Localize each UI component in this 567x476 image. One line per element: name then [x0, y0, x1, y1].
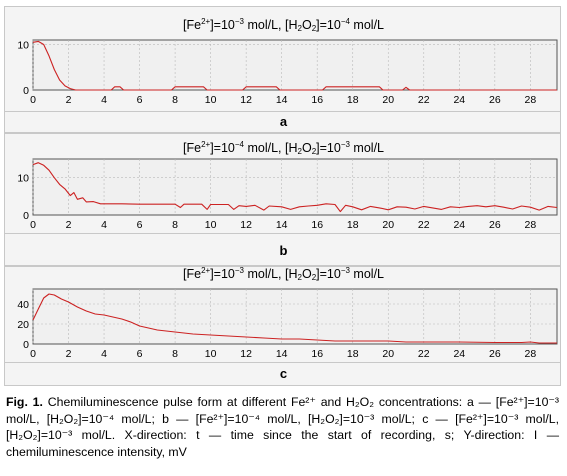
- panel-b-divider: [4, 233, 561, 234]
- x-tick-label: 14: [276, 348, 288, 360]
- caption-text: Chemiluminescence pulse form at differen…: [6, 395, 559, 459]
- x-tick-label: 26: [489, 94, 501, 106]
- x-tick-label: 18: [347, 219, 359, 231]
- plot-area-b: [32, 158, 558, 216]
- series-line-b: [32, 162, 558, 213]
- panel-b-letter: b: [279, 243, 288, 258]
- panel-c-divider: [4, 362, 561, 363]
- x-tick-label: 14: [276, 219, 288, 231]
- plot-area-c: [32, 288, 558, 345]
- x-tick-label: 4: [101, 348, 107, 360]
- x-tick-label: 16: [311, 219, 323, 231]
- caption-label: Fig. 1.: [6, 395, 43, 409]
- x-tick-label: 16: [311, 348, 323, 360]
- x-tick-label: 12: [240, 94, 252, 106]
- x-tick-label: 16: [311, 94, 323, 106]
- panel-b-title: [Fe2+]=10−4 mol/L, [H2O2]=10−3 mol/L: [183, 140, 384, 156]
- x-tick-label: 20: [382, 219, 394, 231]
- panel-c-title: [Fe2+]=10−3 mol/L, [H2O2]=10−3 mol/L: [183, 266, 384, 282]
- x-tick-label: 12: [240, 219, 252, 231]
- x-tick-label: 6: [137, 348, 143, 360]
- y-tick-label: 0: [23, 210, 29, 222]
- x-tick-label: 2: [66, 94, 72, 106]
- plot-area-a: [32, 39, 558, 91]
- x-tick-label: 0: [30, 219, 36, 231]
- x-tick-label: 18: [347, 94, 359, 106]
- x-tick-label: 22: [418, 348, 430, 360]
- x-tick-label: 0: [30, 348, 36, 360]
- panel-a-title: [Fe2+]=10−3 mol/L, [H2O2]=10−4 mol/L: [183, 17, 384, 33]
- x-tick-label: 4: [101, 94, 107, 106]
- x-tick-label: 24: [453, 94, 465, 106]
- x-tick-label: 24: [453, 348, 465, 360]
- x-tick-label: 22: [418, 219, 430, 231]
- y-tick-label: 40: [17, 299, 29, 311]
- x-tick-label: 18: [347, 348, 359, 360]
- panel-a-divider: [4, 111, 561, 112]
- x-tick-label: 26: [489, 219, 501, 231]
- y-tick-label: 20: [17, 319, 29, 331]
- x-tick-label: 28: [525, 348, 537, 360]
- panel-a-letter: a: [279, 114, 288, 129]
- x-tick-label: 0: [30, 94, 36, 106]
- x-tick-label: 10: [205, 219, 217, 231]
- y-tick-label: 0: [23, 85, 29, 97]
- y-tick-label: 0: [23, 339, 29, 351]
- x-tick-label: 14: [276, 94, 288, 106]
- x-tick-label: 2: [66, 348, 72, 360]
- x-tick-label: 8: [172, 348, 178, 360]
- panel-c-letter: c: [279, 366, 288, 381]
- x-tick-label: 10: [205, 94, 217, 106]
- series-line-c: [32, 293, 557, 344]
- x-tick-label: 20: [382, 94, 394, 106]
- x-tick-label: 24: [453, 219, 465, 231]
- x-tick-label: 2: [66, 219, 72, 231]
- x-tick-label: 6: [137, 219, 143, 231]
- x-tick-label: 26: [489, 348, 501, 360]
- x-tick-label: 28: [525, 219, 537, 231]
- x-tick-label: 8: [172, 94, 178, 106]
- figure-caption: Fig. 1. Chemiluminescence pulse form at …: [6, 394, 559, 460]
- x-tick-label: 8: [172, 219, 178, 231]
- x-tick-label: 28: [525, 94, 537, 106]
- y-tick-label: 10: [17, 173, 29, 185]
- y-tick-label: 10: [17, 40, 29, 52]
- x-tick-label: 22: [418, 94, 430, 106]
- x-tick-label: 10: [205, 348, 217, 360]
- x-tick-label: 6: [137, 94, 143, 106]
- x-tick-label: 20: [382, 348, 394, 360]
- x-tick-label: 12: [240, 348, 252, 360]
- series-line-a: [32, 40, 557, 91]
- x-tick-label: 4: [101, 219, 107, 231]
